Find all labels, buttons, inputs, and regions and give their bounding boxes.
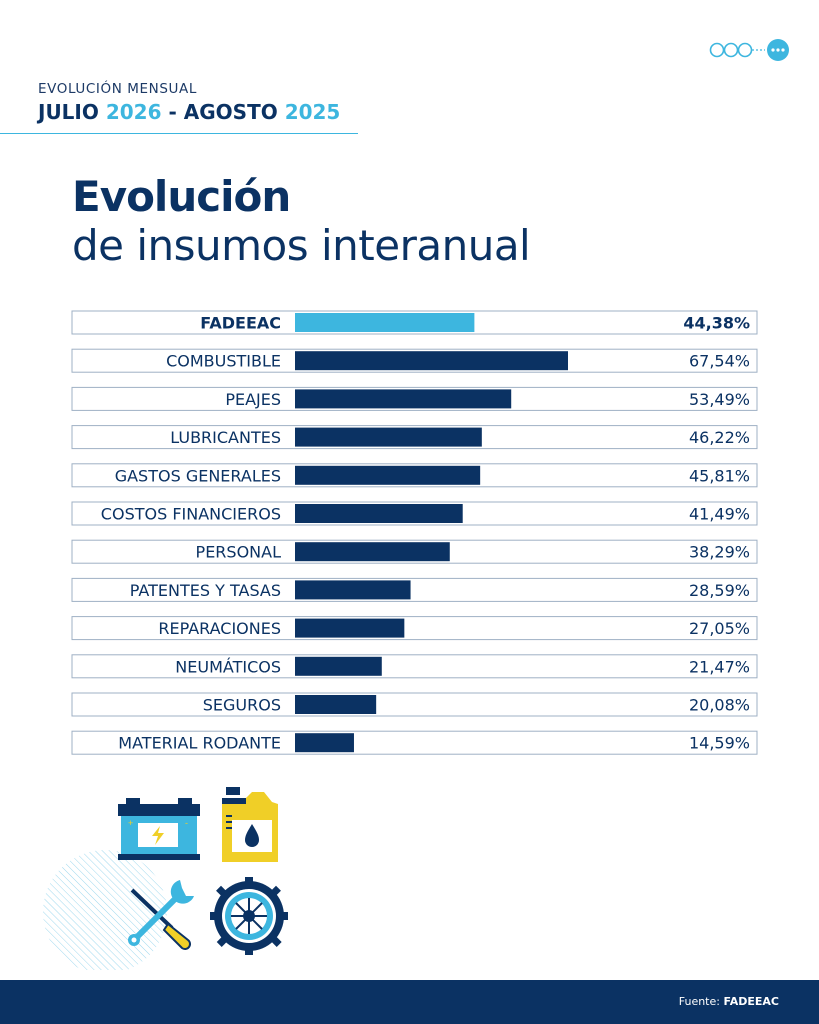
category-label: PATENTES Y TASAS	[130, 581, 281, 600]
bar	[295, 351, 568, 371]
chart-row: REPARACIONES 27,05%	[71, 616, 758, 641]
value-label: 14,59%	[689, 734, 750, 753]
chart-row: GASTOS GENERALES 45,81%	[71, 463, 758, 488]
category-label: MATERIAL RODANTE	[118, 734, 281, 753]
category-label: NEUMÁTICOS	[175, 657, 281, 676]
bar	[295, 695, 377, 714]
value-label: 41,49%	[689, 505, 750, 524]
value-label: 67,54%	[689, 352, 750, 371]
bar	[295, 504, 463, 523]
brand-dots-icon	[709, 39, 789, 61]
chart-row: LUBRICANTES 46,22%	[71, 425, 758, 450]
period-month-2: AGOSTO	[183, 100, 278, 124]
period-year-1: 2026	[105, 100, 162, 124]
wrench-screwdriver-icon	[128, 880, 194, 950]
chart-row: FADEEAC 44,38%	[71, 310, 758, 335]
chart-row: PEAJES 53,49%	[71, 386, 758, 411]
bar	[295, 580, 411, 600]
row-frame	[71, 730, 758, 755]
row-frame	[71, 616, 758, 641]
category-label: PERSONAL	[196, 543, 282, 562]
chart-row: COMBUSTIBLE 67,54%	[71, 348, 758, 373]
car-battery-icon: + -	[118, 798, 200, 860]
category-label: SEGUROS	[203, 696, 281, 715]
svg-text:-: -	[185, 818, 188, 828]
header-divider	[0, 133, 358, 134]
period-month-1: JULIO	[38, 100, 99, 124]
footer-source: Fuente: FADEEAC	[679, 995, 779, 1008]
chart-row: MATERIAL RODANTE 14,59%	[71, 730, 758, 755]
row-frame	[71, 577, 758, 602]
value-label: 46,22%	[689, 428, 750, 447]
chart-row: SEGUROS 20,08%	[71, 692, 758, 717]
value-label: 38,29%	[689, 543, 750, 562]
bar	[295, 618, 405, 638]
header-subtitle: EVOLUCIÓN MENSUAL	[38, 81, 197, 97]
page-title-line-2: de insumos interanual	[72, 221, 531, 270]
row-frame	[71, 692, 758, 717]
value-label: 45,81%	[689, 466, 750, 485]
period-year-2: 2025	[284, 100, 341, 124]
svg-text:+: +	[128, 818, 133, 828]
oil-bottle-icon	[222, 787, 278, 862]
category-label: LUBRICANTES	[170, 428, 281, 447]
footer-source-name: FADEEAC	[723, 995, 779, 1008]
bar	[295, 733, 354, 753]
value-label: 21,47%	[689, 657, 750, 676]
bar	[295, 656, 382, 676]
chart-row: COSTOS FINANCIEROS 41,49%	[71, 501, 758, 526]
period-heading: JULIO 2026 - AGOSTO 2025	[38, 100, 340, 124]
tire-icon	[210, 877, 288, 955]
bar-chart: FADEEAC 44,38% COMBUSTIBLE 67,54% PEAJES 53,4…	[71, 310, 758, 755]
page-title-line-1: Evolución	[72, 172, 291, 221]
bar	[295, 465, 481, 485]
value-label: 20,08%	[689, 696, 750, 715]
category-label: COMBUSTIBLE	[166, 352, 281, 371]
bar	[295, 427, 482, 447]
row-frame	[71, 654, 758, 679]
footer-bar: Fuente: FADEEAC	[0, 980, 819, 1024]
value-label: 44,38%	[683, 314, 750, 333]
chart-row: PERSONAL 38,29%	[71, 539, 758, 564]
period-separator: -	[168, 100, 177, 124]
category-label: COSTOS FINANCIEROS	[101, 505, 281, 524]
value-label: 27,05%	[689, 619, 750, 638]
bar	[295, 389, 512, 409]
supplies-illustration: + -	[43, 787, 288, 970]
footer-source-label: Fuente:	[678, 995, 720, 1008]
value-label: 53,49%	[689, 390, 750, 409]
category-label: GASTOS GENERALES	[115, 466, 281, 485]
category-label: REPARACIONES	[158, 619, 281, 638]
bar	[295, 542, 450, 562]
category-label: PEAJES	[225, 390, 281, 409]
chart-row: NEUMÁTICOS 21,47%	[71, 654, 758, 679]
chart-row: PATENTES Y TASAS 28,59%	[71, 577, 758, 602]
bar	[295, 313, 475, 332]
hatched-circle-decoration	[43, 850, 167, 970]
value-label: 28,59%	[689, 581, 750, 600]
category-label: FADEEAC	[200, 314, 281, 333]
